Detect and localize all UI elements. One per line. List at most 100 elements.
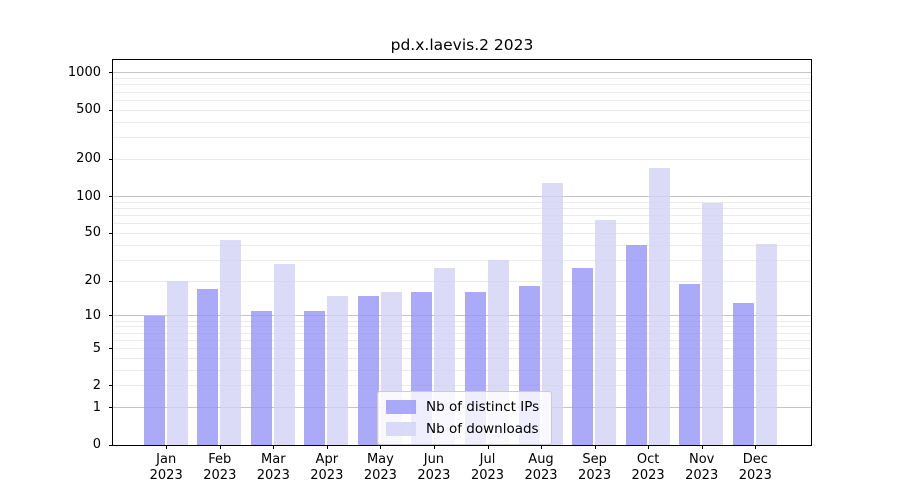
legend-swatch-distinct-ips	[386, 400, 416, 414]
plot-area: Nb of distinct IPs Nb of downloads 0 1 2 5 1…	[68, 59, 812, 483]
gridline-major	[113, 72, 811, 74]
x-tick-label: Sep 2023	[578, 452, 612, 483]
x-tick	[326, 445, 328, 449]
x-tick	[219, 445, 221, 449]
y-tick	[109, 72, 113, 74]
x-tick	[541, 445, 542, 449]
x-tick	[433, 445, 435, 449]
gridline-minor	[113, 259, 811, 261]
x-tick-label: Jan 2023	[149, 452, 183, 483]
gridline-minor	[113, 244, 811, 246]
gridline-minor	[113, 223, 811, 225]
gridline-minor	[113, 332, 811, 334]
y-tick-label: 5	[92, 340, 101, 356]
y-tick	[109, 232, 113, 234]
y-tick	[109, 385, 113, 387]
bar-nb-of-distinct-ips-may	[357, 295, 379, 445]
y-tick-label: 0	[92, 437, 101, 452]
gridline-minor	[113, 385, 811, 387]
y-tick	[109, 109, 113, 111]
x-tick-label: Apr 2023	[310, 452, 344, 483]
gridline-minor	[113, 326, 811, 328]
legend-label-downloads: Nb of downloads	[426, 421, 539, 437]
gridline-minor	[113, 339, 811, 341]
x-tick-label: Nov 2023	[685, 452, 719, 483]
y-tick-label: 10	[84, 307, 101, 323]
bar-nb-of-downloads-oct	[648, 168, 670, 445]
x-tick	[487, 445, 489, 449]
gridline-minor	[113, 78, 811, 80]
legend-label-distinct-ips: Nb of distinct IPs	[426, 399, 540, 415]
gridline-minor	[113, 121, 811, 123]
gridline-minor	[113, 348, 811, 349]
y-tick-label: 20	[84, 273, 101, 288]
legend-entry-distinct-ips: Nb of distinct IPs	[386, 397, 539, 417]
gridline-minor	[113, 357, 811, 359]
x-tick	[755, 445, 757, 449]
bar-nb-of-distinct-ips-oct	[625, 245, 647, 445]
x-tick	[701, 445, 703, 449]
bar-nb-of-downloads-sep	[595, 220, 617, 445]
legend-entry-downloads: Nb of downloads	[386, 419, 539, 439]
y-tick-label: 50	[84, 225, 101, 241]
x-tick-label: Oct 2023	[631, 452, 665, 483]
gridline-minor	[113, 137, 811, 139]
x-tick-label: Jun 2023	[417, 452, 451, 483]
x-tick	[648, 445, 650, 449]
x-tick	[273, 445, 275, 449]
gridline-minor	[113, 320, 811, 322]
x-tick-label: Dec 2023	[738, 452, 772, 483]
y-tick	[109, 348, 113, 349]
bar-nb-of-downloads-feb	[220, 240, 242, 445]
bar-nb-of-distinct-ips-dec	[732, 302, 754, 445]
x-tick	[594, 445, 596, 449]
y-tick	[109, 315, 113, 317]
gridline-minor	[113, 214, 811, 216]
bar-nb-of-downloads-jan	[166, 281, 188, 445]
gridline-minor	[113, 84, 811, 86]
gridline-major	[113, 196, 811, 197]
bar-nb-of-downloads-apr	[327, 295, 349, 445]
x-tick-label: Feb 2023	[203, 452, 237, 483]
x-tick	[166, 445, 168, 449]
y-tick-label: 1	[92, 399, 101, 415]
gridline-minor	[113, 207, 811, 209]
bar-nb-of-distinct-ips-jan	[143, 315, 165, 445]
bar-nb-of-downloads-mar	[273, 263, 295, 445]
y-tick-label: 2	[92, 377, 101, 393]
x-tick-label: May 2023	[363, 452, 397, 483]
bar-nb-of-downloads-aug	[541, 182, 563, 445]
chart-title: pd.x.laevis.2 2023	[390, 36, 534, 54]
gridline-minor	[113, 158, 811, 160]
bar-nb-of-distinct-ips-nov	[679, 283, 701, 445]
gridline-major	[113, 315, 811, 317]
x-tick-label: Aug 2023	[524, 452, 558, 483]
x-tick	[380, 445, 382, 449]
gridline-minor	[113, 232, 811, 234]
x-tick-label: Jul 2023	[470, 452, 505, 483]
legend-swatch-downloads	[386, 422, 416, 436]
gridline-minor	[113, 201, 811, 203]
y-tick	[109, 196, 113, 197]
gridline-minor	[113, 369, 811, 371]
bar-nb-of-distinct-ips-sep	[572, 267, 594, 445]
bar-nb-of-distinct-ips-feb	[197, 289, 219, 445]
bar-nb-of-downloads-nov	[702, 203, 724, 445]
x-tick-label: Mar 2023	[256, 452, 290, 483]
legend: Nb of distinct IPs Nb of downloads	[377, 391, 553, 445]
y-tick-label: 500	[76, 102, 101, 118]
y-tick-label: 1000	[67, 64, 101, 80]
bar-nb-of-distinct-ips-mar	[250, 311, 272, 445]
y-tick	[109, 158, 113, 160]
gridline-minor	[113, 280, 811, 282]
gridline-minor	[113, 91, 811, 93]
bar-nb-of-distinct-ips-apr	[304, 311, 326, 445]
gridline-minor	[113, 109, 811, 111]
y-tick	[109, 280, 113, 282]
gridline-minor	[113, 99, 811, 101]
bar-nb-of-downloads-dec	[755, 243, 777, 445]
y-tick	[109, 407, 113, 409]
y-tick	[109, 444, 113, 446]
y-tick-label: 100	[76, 188, 101, 204]
